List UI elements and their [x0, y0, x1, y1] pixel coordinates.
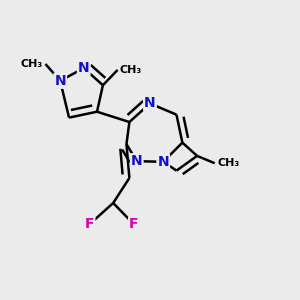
Text: F: F — [85, 217, 94, 231]
Text: N: N — [54, 74, 66, 88]
Text: F: F — [129, 217, 139, 231]
Text: N: N — [78, 61, 90, 75]
Text: CH₃: CH₃ — [218, 158, 240, 168]
Text: N: N — [144, 97, 156, 110]
Text: CH₃: CH₃ — [21, 59, 43, 69]
Text: N: N — [158, 155, 169, 169]
Text: CH₃: CH₃ — [120, 65, 142, 75]
Text: N: N — [131, 154, 142, 168]
